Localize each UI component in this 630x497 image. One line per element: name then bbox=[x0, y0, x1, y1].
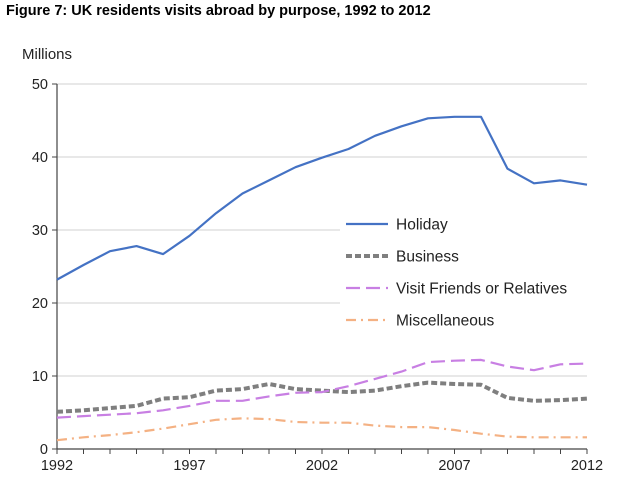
x-tick-label-1997: 1997 bbox=[173, 458, 205, 474]
y-tick-label-20: 20 bbox=[32, 296, 48, 312]
x-tick-label-2012: 2012 bbox=[571, 458, 603, 474]
series-line-holiday bbox=[56, 115, 588, 281]
x-tick-label-2002: 2002 bbox=[306, 458, 338, 474]
legend-label-3: Miscellaneous bbox=[396, 313, 494, 330]
series-line-business bbox=[56, 380, 588, 414]
legend-background bbox=[340, 208, 590, 336]
x-tick-label-1992: 1992 bbox=[41, 458, 73, 474]
x-tick-label-2007: 2007 bbox=[438, 458, 470, 474]
axes bbox=[52, 83, 588, 454]
legend: Holiday Business Visit Friends or Relative… bbox=[340, 208, 590, 336]
y-axis-unit-label: Millions bbox=[22, 46, 73, 63]
y-tick-labels: 0 10 20 30 40 50 bbox=[32, 77, 48, 458]
x-tick-labels: 1992 1997 2002 2007 2012 bbox=[41, 458, 603, 474]
legend-label-0: Holiday bbox=[396, 217, 448, 234]
legend-label-2: Visit Friends or Relatives bbox=[396, 281, 567, 298]
legend-label-1: Business bbox=[396, 249, 459, 266]
series-lines bbox=[56, 115, 588, 442]
y-tick-label-10: 10 bbox=[32, 369, 48, 385]
y-tick-label-30: 30 bbox=[32, 223, 48, 239]
y-tick-label-40: 40 bbox=[32, 150, 48, 166]
chart-title: Figure 7: UK residents visits abroad by … bbox=[6, 3, 431, 19]
y-tick-label-50: 50 bbox=[32, 77, 48, 93]
series-line-visit-friends-or-relatives bbox=[56, 358, 588, 419]
series-line-miscellaneous bbox=[56, 417, 587, 442]
y-tick-label-0: 0 bbox=[40, 442, 48, 458]
